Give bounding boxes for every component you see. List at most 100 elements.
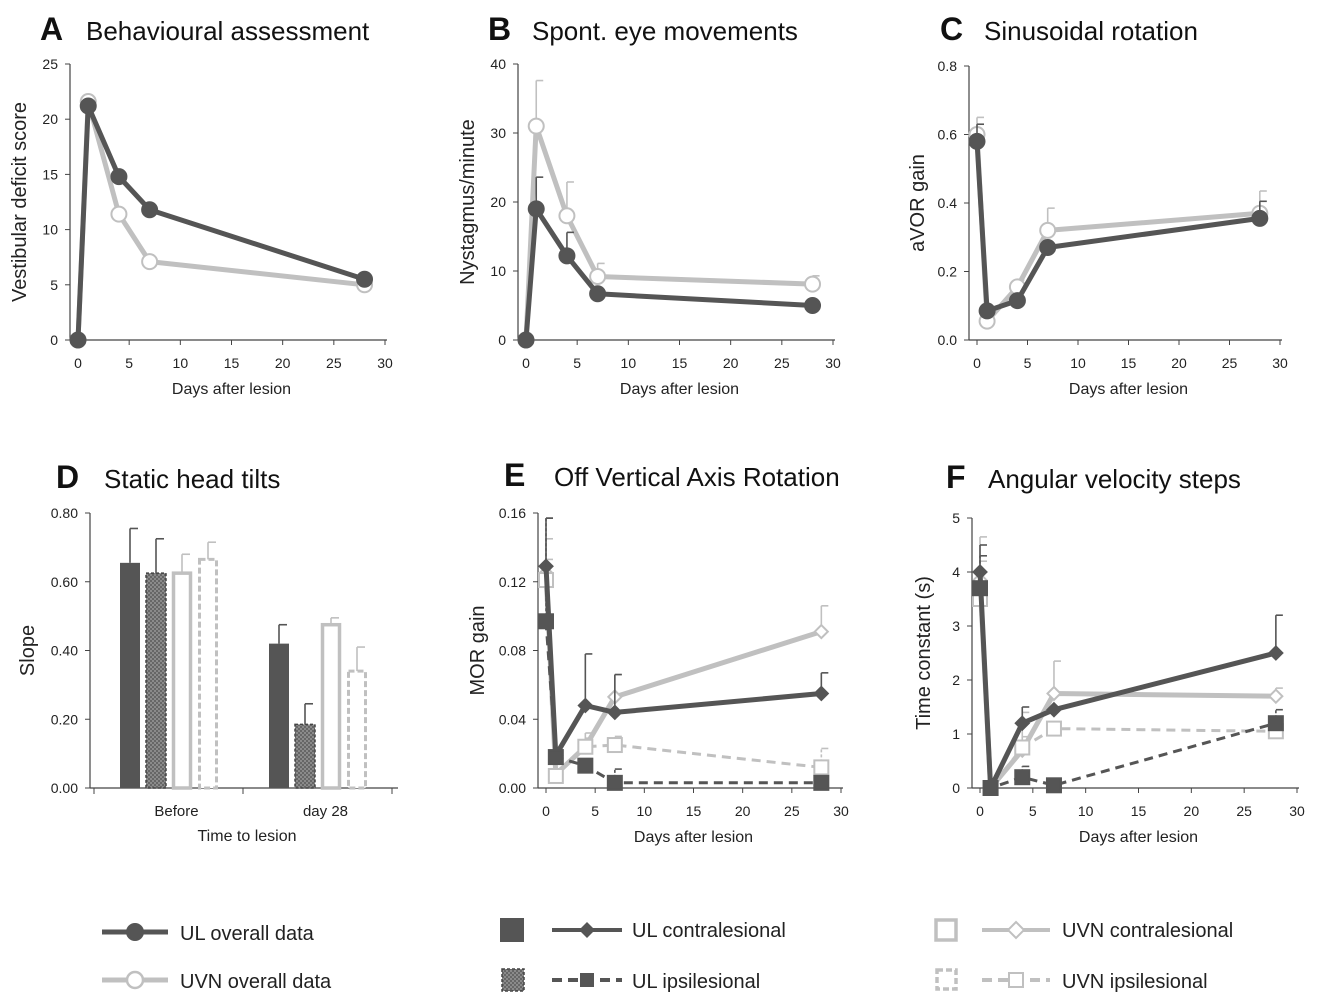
- panel-a: A Behavioural assessment 0 5 10 15 20 25 Vestibu…: [9, 11, 393, 398]
- x-tick-label: 30: [377, 355, 393, 371]
- data-point: [577, 738, 594, 755]
- x-tick-label: 30: [833, 803, 849, 819]
- panel-title: Angular velocity steps: [988, 464, 1241, 494]
- series-line: [75, 103, 366, 341]
- data-point: [547, 749, 564, 766]
- y-tick-label: 1: [952, 726, 960, 742]
- data-point: [813, 623, 830, 640]
- y-tick-label: 5: [952, 510, 960, 526]
- y-tick-label: 0.0: [938, 332, 958, 348]
- x-tick-label: 25: [1222, 355, 1238, 371]
- panel-letter: F: [946, 459, 966, 495]
- y-tick-label: 4: [952, 564, 960, 580]
- data-point: [606, 704, 623, 721]
- x-tick-label: 10: [173, 355, 189, 371]
- legend-ul-contra-marker: [579, 922, 595, 938]
- data-point: [577, 697, 594, 714]
- x-category-label: day 28: [303, 803, 348, 820]
- legend-uvn-overall-marker: [125, 970, 145, 990]
- data-point: [141, 253, 159, 271]
- legend-ul-contra-label: UL contralesional: [632, 920, 786, 942]
- y-tick-label: 0.04: [499, 711, 526, 727]
- chart-panels: A Behavioural assessment0510152025Vestibu…: [9, 11, 1305, 846]
- data-point: [577, 757, 594, 774]
- panel-letter: A: [40, 11, 63, 47]
- data-point: [558, 247, 576, 265]
- panel-title: Static head tilts: [104, 464, 280, 494]
- legend-uvn-ipsi-marker: [1008, 972, 1024, 988]
- x-tick-label: 5: [1024, 355, 1032, 371]
- y-axis-label: Slope: [17, 625, 39, 676]
- panel-letter: E: [504, 457, 525, 493]
- data-point: [1014, 769, 1031, 786]
- x-axis-label: Days after lesion: [634, 829, 753, 846]
- data-point: [813, 685, 830, 702]
- data-point: [1046, 685, 1062, 702]
- series-ul-ipsilesional: [538, 517, 830, 791]
- series-ul-contralesional: [972, 544, 1284, 796]
- series-line: [978, 588, 1277, 790]
- data-point: [972, 580, 988, 597]
- data-point: [141, 201, 159, 219]
- series-uvn-contralesional: [972, 536, 1284, 796]
- data-point: [1267, 715, 1284, 732]
- series-line: [523, 206, 813, 341]
- x-axis-label: Days after lesion: [1069, 381, 1188, 398]
- data-point: [558, 207, 576, 225]
- x-tick-label: 30: [1272, 355, 1288, 371]
- panel-c: C Sinusoidal rotation 0.0 0.2 0.4 0.6 0.8 aVOR …: [907, 11, 1288, 398]
- x-tick-label: 10: [637, 803, 653, 819]
- panel-title: Sinusoidal rotation: [984, 16, 1198, 46]
- data-point: [804, 297, 822, 314]
- data-point: [606, 774, 623, 791]
- x-tick-label: 5: [573, 355, 581, 371]
- data-point: [1267, 645, 1284, 661]
- data-point: [79, 97, 97, 115]
- legend-ul-ipsi-marker: [580, 973, 594, 987]
- panel-letter: D: [56, 459, 79, 495]
- bar: [145, 572, 167, 789]
- bar: [269, 643, 289, 788]
- y-tick-label: 0.20: [51, 711, 78, 727]
- x-axis-label: Days after lesion: [172, 381, 291, 398]
- data-point: [968, 132, 986, 150]
- x-tick-label: 20: [1184, 803, 1200, 819]
- legend-ul-overall-label: UL overall data: [180, 923, 315, 945]
- x-tick-label: 30: [1289, 803, 1305, 819]
- data-point: [1014, 739, 1031, 756]
- data-point: [527, 200, 545, 218]
- y-tick-label: 0.80: [51, 505, 78, 521]
- panel-f: F Angular velocity steps 0 1 2 3 4 5 Time consta…: [913, 459, 1305, 846]
- panel-d: D Static head tilts 0.00 0.20 0.40 0.60 0.80 Sl…: [17, 459, 398, 845]
- y-tick-label: 0: [50, 332, 58, 348]
- y-tick-label: 3: [952, 618, 960, 634]
- y-tick-label: 0: [498, 332, 506, 348]
- x-tick-label: 25: [774, 355, 790, 371]
- x-tick-label: 20: [1171, 355, 1187, 371]
- data-point: [1039, 221, 1057, 239]
- series-line: [543, 566, 822, 758]
- data-point: [1008, 292, 1026, 310]
- series-uvn-ipsilesional: [538, 558, 830, 784]
- y-tick-label: 5: [50, 277, 58, 293]
- legend-ul-contra-bar-swatch: [500, 918, 524, 942]
- x-tick-label: 15: [224, 355, 240, 371]
- bar: [198, 557, 218, 790]
- legend-uvn-contra-label: UVN contralesional: [1062, 920, 1233, 942]
- legend-ul-ipsi-label: UL ipsilesional: [632, 971, 760, 992]
- x-tick-label: 10: [1078, 803, 1094, 819]
- y-tick-label: 15: [42, 166, 58, 182]
- x-tick-label: 15: [1121, 355, 1137, 371]
- data-point: [1045, 720, 1062, 737]
- legend: UL overall data UVN overall data UL cont…: [102, 918, 1233, 992]
- x-tick-label: 30: [825, 355, 841, 371]
- y-tick-label: 2: [952, 672, 960, 688]
- x-tick-label: 0: [522, 355, 530, 371]
- y-axis-label: Nystagmus/minute: [457, 119, 479, 285]
- data-point: [589, 285, 607, 303]
- series-line: [544, 579, 822, 778]
- legend-uvn-ipsi-label: UVN ipsilesional: [1062, 971, 1208, 992]
- series-line: [977, 579, 1276, 791]
- y-tick-label: 0: [952, 780, 960, 796]
- bar: [320, 622, 342, 790]
